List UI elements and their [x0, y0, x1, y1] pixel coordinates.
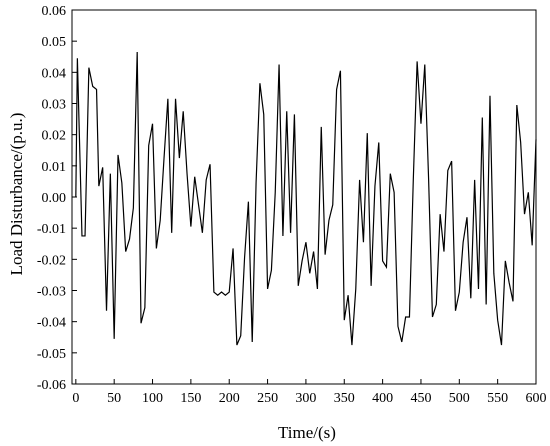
x-tick-label: 50: [107, 391, 121, 406]
x-tick-label: 0: [72, 391, 79, 406]
series-line: [75, 52, 537, 346]
x-tick-label: 500: [449, 391, 470, 406]
y-tick-label: 0.00: [42, 191, 67, 206]
x-tick-label: 250: [257, 391, 278, 406]
y-tick-label: 0.03: [42, 98, 67, 113]
y-axis-title: Load Disturbance/(p.u.): [7, 113, 26, 276]
y-tick-label: -0.05: [37, 347, 66, 362]
plot-frame: [71, 9, 537, 385]
x-tick-label: 200: [219, 391, 240, 406]
x-tick-label: 300: [295, 391, 316, 406]
y-tick-label: -0.06: [37, 378, 66, 393]
x-tick-label: 550: [487, 391, 508, 406]
x-tick-label: 600: [526, 391, 547, 406]
y-tick-label: 0.05: [42, 35, 67, 50]
y-tick-label: 0.04: [42, 66, 67, 81]
y-tick-label: -0.01: [37, 222, 66, 237]
x-tick-label: 350: [334, 391, 355, 406]
y-tick-label: 0.02: [42, 129, 67, 144]
tick-layer: 0 50 100 150 200 250 300 350 400 450 500 550 600 -0.0…: [37, 4, 547, 406]
y-tick-label: -0.04: [37, 316, 66, 331]
y-axis-title-group: Load Disturbance/(p.u.): [7, 113, 26, 276]
y-tick-label: 0.01: [42, 160, 67, 175]
x-tick-label: 450: [410, 391, 431, 406]
plot-area: [75, 52, 537, 346]
x-tick-label: 400: [372, 391, 393, 406]
x-tick-label: 150: [180, 391, 201, 406]
y-tick-label: -0.03: [37, 285, 66, 300]
y-tick-label: 0.06: [42, 4, 67, 19]
y-tick-label: -0.02: [37, 253, 66, 268]
x-tick-label: 100: [142, 391, 163, 406]
x-axis-title: Time/(s): [278, 423, 336, 442]
